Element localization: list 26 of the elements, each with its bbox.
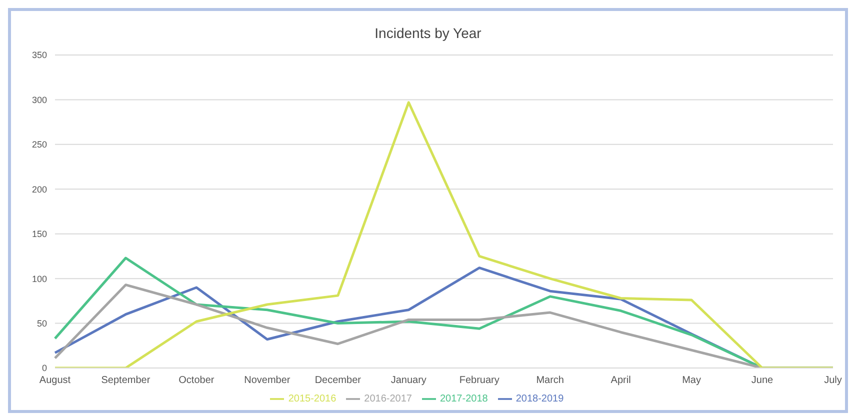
x-tick-label: July: [824, 375, 842, 386]
y-tick-label: 350: [32, 50, 47, 60]
x-tick-label: January: [390, 375, 426, 386]
y-tick-label: 50: [36, 318, 47, 328]
y-tick-label: 250: [32, 140, 47, 150]
x-tick-label: December: [314, 375, 362, 386]
x-tick-label: May: [682, 375, 701, 386]
y-tick-label: 300: [32, 94, 47, 105]
x-tick-label: March: [536, 375, 564, 386]
line-series: [54, 101, 834, 368]
x-tick-label: February: [459, 375, 500, 386]
x-tick-label: October: [178, 375, 215, 386]
x-tick-label: September: [101, 375, 151, 386]
legend-label: 2015-2016: [288, 394, 336, 405]
x-tick-label: April: [610, 375, 631, 386]
x-tick-label: November: [244, 375, 291, 386]
y-tick-label: 100: [32, 274, 47, 284]
legend-label: 2017-2018: [440, 394, 488, 405]
legend-label: 2016-2017: [364, 394, 412, 405]
y-tick-label: 0: [42, 363, 47, 374]
legend-label: 2018-2019: [516, 394, 564, 405]
y-tick-label: 150: [32, 229, 47, 240]
y-tick-label: 200: [32, 184, 47, 194]
chart-title: Incidents by Year: [374, 24, 482, 43]
x-tick-label: June: [751, 375, 774, 386]
x-tick-label: August: [39, 375, 71, 386]
